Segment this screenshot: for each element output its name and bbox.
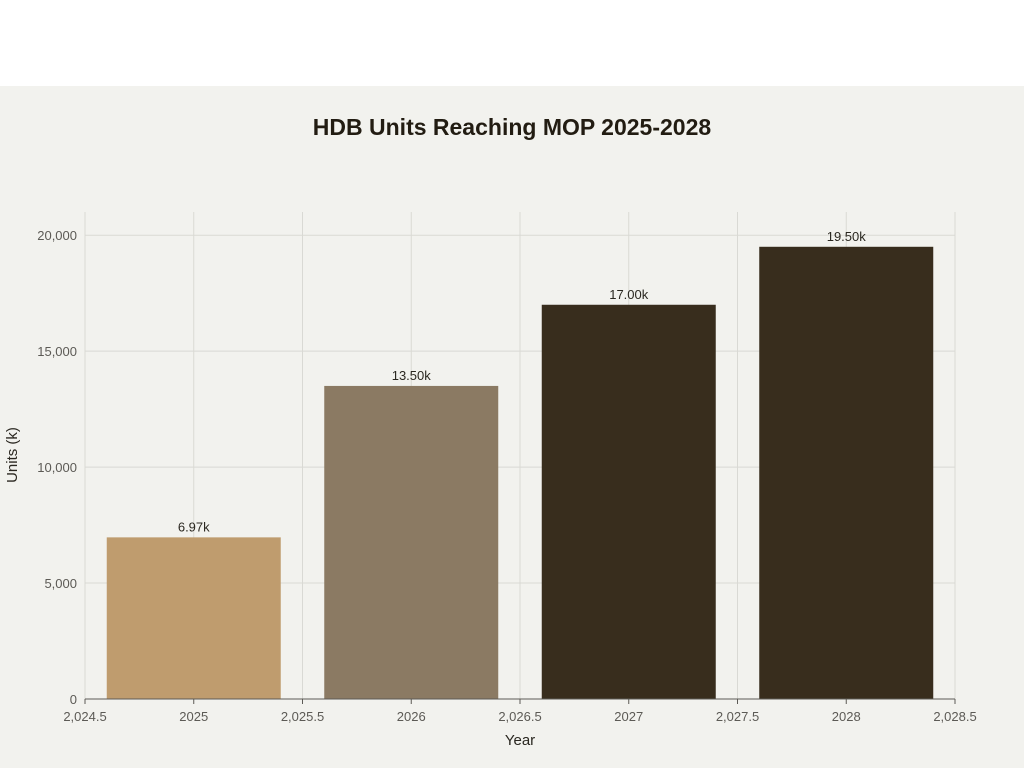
x-tick-label: 2028	[832, 709, 861, 724]
y-tick-label: 10,000	[37, 460, 77, 475]
data-label-2025: 6.97k	[178, 519, 210, 534]
bar-2026	[324, 385, 499, 699]
y-tick-label: 15,000	[37, 344, 77, 359]
x-tick-label: 2027	[614, 709, 643, 724]
data-label-2027: 17.00k	[609, 287, 649, 302]
x-tick-label: 2,028.5	[933, 709, 976, 724]
bars	[106, 246, 934, 700]
x-tick-label: 2,026.5	[498, 709, 541, 724]
x-tick-label: 2,025.5	[281, 709, 324, 724]
y-tick-label: 5,000	[44, 576, 77, 591]
axes	[84, 698, 956, 704]
labels: 6.97k 13.50k 17.00k 19.50k 2,024.5 2025 2,025.…	[37, 228, 976, 724]
bar-2028	[759, 246, 934, 700]
x-tick-label: 2025	[179, 709, 208, 724]
x-tick-label: 2,027.5	[716, 709, 759, 724]
bar-2027	[541, 304, 716, 699]
x-tick-label: 2026	[397, 709, 426, 724]
bar-2025	[106, 537, 281, 699]
x-tick-label: 2,024.5	[63, 709, 106, 724]
data-label-2026: 13.50k	[392, 368, 432, 383]
chart-title: HDB Units Reaching MOP 2025-2028	[312, 114, 712, 140]
x-axis-label: Year	[505, 732, 535, 749]
y-axis-label: Units (k)	[4, 427, 21, 483]
data-label-2028: 19.50k	[827, 229, 867, 244]
y-tick-label: 20,000	[37, 228, 77, 243]
y-tick-label: 0	[70, 692, 77, 707]
